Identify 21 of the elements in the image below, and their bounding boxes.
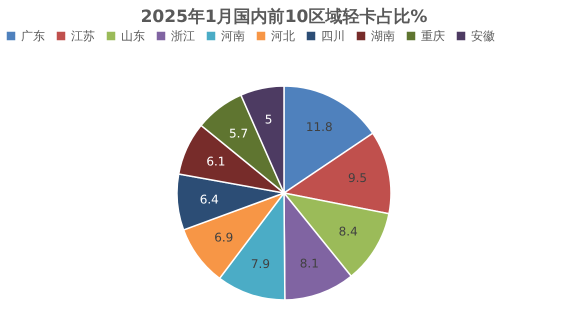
data-label: 11.8 — [306, 120, 333, 134]
data-label: 5 — [264, 112, 272, 127]
data-label: 6.9 — [214, 230, 234, 245]
legend-label: 湖南 — [371, 29, 395, 43]
legend-label: 安徽 — [471, 29, 495, 43]
legend-label: 浙江 — [171, 29, 195, 43]
legend-label: 河北 — [271, 29, 295, 43]
data-label: 9.5 — [348, 171, 368, 186]
legend-label: 河南 — [221, 29, 245, 43]
data-label: 6.4 — [200, 192, 219, 207]
legend-label: 山东 — [121, 29, 145, 43]
legend-label: 四川 — [321, 29, 345, 43]
data-label: 8.4 — [338, 224, 358, 239]
data-label: 6.1 — [206, 154, 226, 169]
data-label: 7.9 — [250, 257, 270, 272]
legend-label: 重庆 — [421, 29, 445, 43]
data-label: 5.7 — [229, 126, 248, 140]
chart-title: 2025年1月国内前10区域轻卡占比% — [140, 7, 428, 27]
data-label: 8.1 — [300, 256, 319, 271]
legend-label: 广东 — [21, 29, 45, 43]
legend-label: 江苏 — [71, 29, 95, 43]
